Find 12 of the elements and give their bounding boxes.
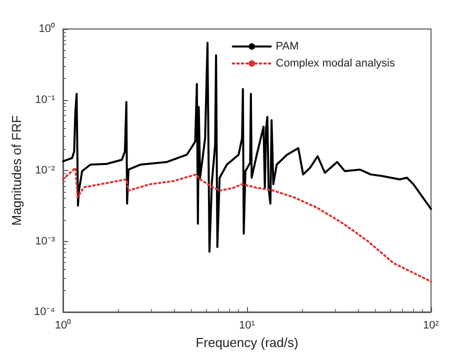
- x-tick-label: 10⁰: [54, 318, 72, 332]
- y-axis-title: Magnitudes of FRF: [9, 115, 24, 226]
- y-tick-label: 10⁻¹: [35, 94, 56, 106]
- y-tick-label: 10⁰: [38, 22, 55, 35]
- x-tick-label: 10²: [423, 320, 440, 332]
- x-tick-label: 10¹: [239, 320, 256, 332]
- y-tick-label: 10⁻⁴: [34, 306, 56, 318]
- legend-label: PAM: [276, 40, 299, 52]
- y-tick-label: 10⁻³: [35, 235, 56, 248]
- legend-label: Complex modal analysis: [276, 58, 396, 70]
- y-tick-label: 10⁻²: [35, 164, 56, 176]
- x-axis-title: Frequency (rad/s): [196, 335, 298, 350]
